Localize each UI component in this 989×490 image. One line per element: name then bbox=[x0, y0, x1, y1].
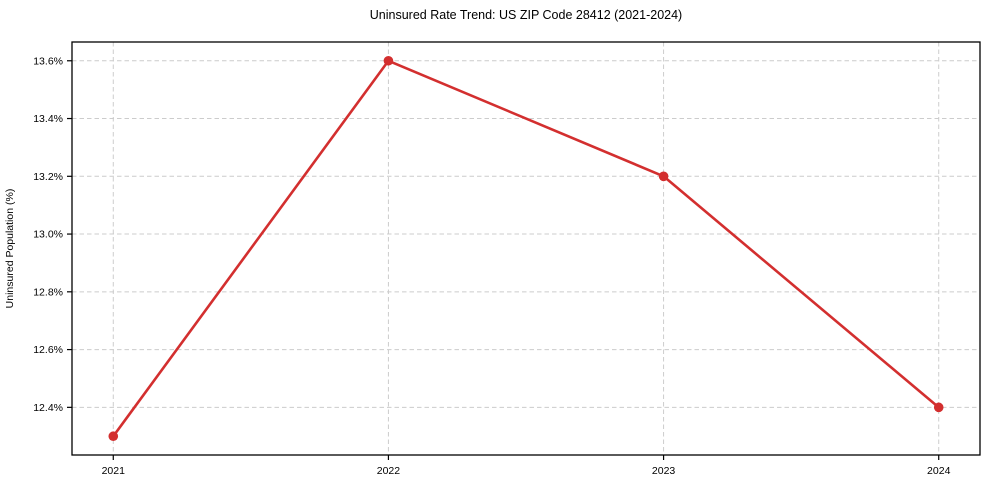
y-tick-label: 12.4% bbox=[33, 402, 63, 414]
plot-border bbox=[71, 41, 981, 456]
chart-title: Uninsured Rate Trend: US ZIP Code 28412 … bbox=[370, 8, 682, 22]
y-tick-label: 13.6% bbox=[33, 55, 63, 67]
data-point-marker bbox=[108, 431, 119, 442]
x-tick-label: 2021 bbox=[102, 465, 126, 477]
data-point-marker bbox=[658, 171, 669, 182]
x-tick-label: 2023 bbox=[652, 465, 676, 477]
y-tick-label: 13.2% bbox=[33, 171, 63, 183]
data-point-marker bbox=[383, 55, 394, 66]
y-tick-label: 13.4% bbox=[33, 113, 63, 125]
axes-layer: 12.4% 12.6% 12.8% 13.0% 13.2% 13.4% 13.6% 2021 2… bbox=[33, 41, 981, 477]
y-axis-label: Uninsured Population (%) bbox=[4, 189, 16, 309]
y-tick-label: 13.0% bbox=[33, 229, 63, 241]
data-point-marker bbox=[933, 402, 944, 413]
x-tick-label: 2024 bbox=[927, 465, 951, 477]
y-tick-label: 12.8% bbox=[33, 286, 63, 298]
x-tick-label: 2022 bbox=[377, 465, 401, 477]
data-series-layer bbox=[108, 55, 944, 442]
grid-layer bbox=[72, 42, 980, 455]
y-tick-label: 12.6% bbox=[33, 344, 63, 356]
trend-line bbox=[111, 59, 941, 438]
